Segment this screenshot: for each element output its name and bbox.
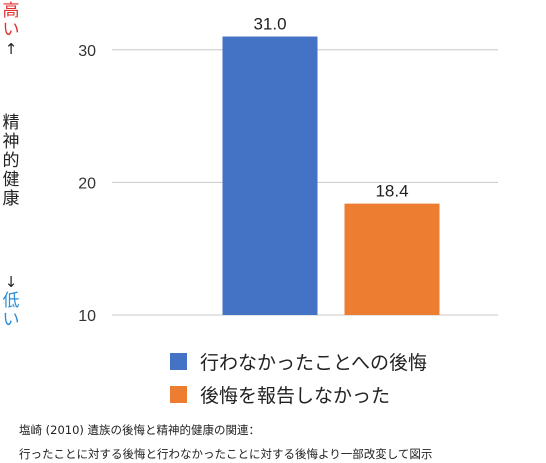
bar	[222, 36, 318, 316]
legend-swatch-blue	[170, 353, 187, 370]
y-axis-label-char: 康	[2, 189, 20, 209]
up-arrow-icon: ↑	[4, 40, 18, 58]
low-char-2: い	[2, 310, 20, 330]
y-axis-label-char: 健	[2, 170, 20, 190]
y-tick-labels: 10 20 30	[78, 43, 96, 325]
y-axis-label: 精 神 的 健 康	[0, 114, 22, 209]
y-tick-label: 30	[78, 43, 96, 60]
legend-label: 後悔を報告しなかった	[200, 385, 391, 407]
high-char-1: 高	[2, 1, 20, 21]
low-label: 低 い	[0, 292, 22, 330]
y-tick-label: 20	[78, 175, 96, 192]
caption-line-2: 行ったことに対する後悔と行わなかったことに対する後悔より一部改変して図示	[19, 447, 433, 461]
bars	[222, 36, 440, 316]
y-tick-label: 10	[78, 308, 96, 325]
value-label: 18.4	[375, 182, 408, 201]
y-axis-low-marker: ↓ 低 い	[0, 273, 22, 330]
y-axis-label-char: 精	[2, 113, 20, 133]
legend-item-2: 後悔を報告しなかった	[170, 381, 390, 408]
high-label: 高 い	[0, 2, 22, 40]
down-arrow-icon: ↓	[4, 273, 18, 291]
legend-item-1: 行わなかったことへの後悔	[170, 348, 427, 375]
legend-label: 行わなかったことへの後悔	[200, 352, 428, 374]
caption-line-1: 塩崎 (2010) 遺族の後悔と精神的健康の関連：	[19, 423, 261, 437]
y-axis-label-char: 的	[2, 151, 20, 171]
legend-swatch-orange	[170, 386, 187, 403]
value-label: 31.0	[253, 15, 286, 34]
y-axis-high-marker: 高 い ↑	[0, 2, 22, 59]
value-labels: 31.0 18.4	[253, 15, 408, 201]
bar	[344, 203, 440, 315]
y-axis-label-char: 神	[2, 132, 20, 152]
bar-chart: 10 20 30 31.0 18.4	[78, 15, 498, 325]
high-char-2: い	[2, 20, 20, 40]
low-char-1: 低	[2, 291, 20, 311]
